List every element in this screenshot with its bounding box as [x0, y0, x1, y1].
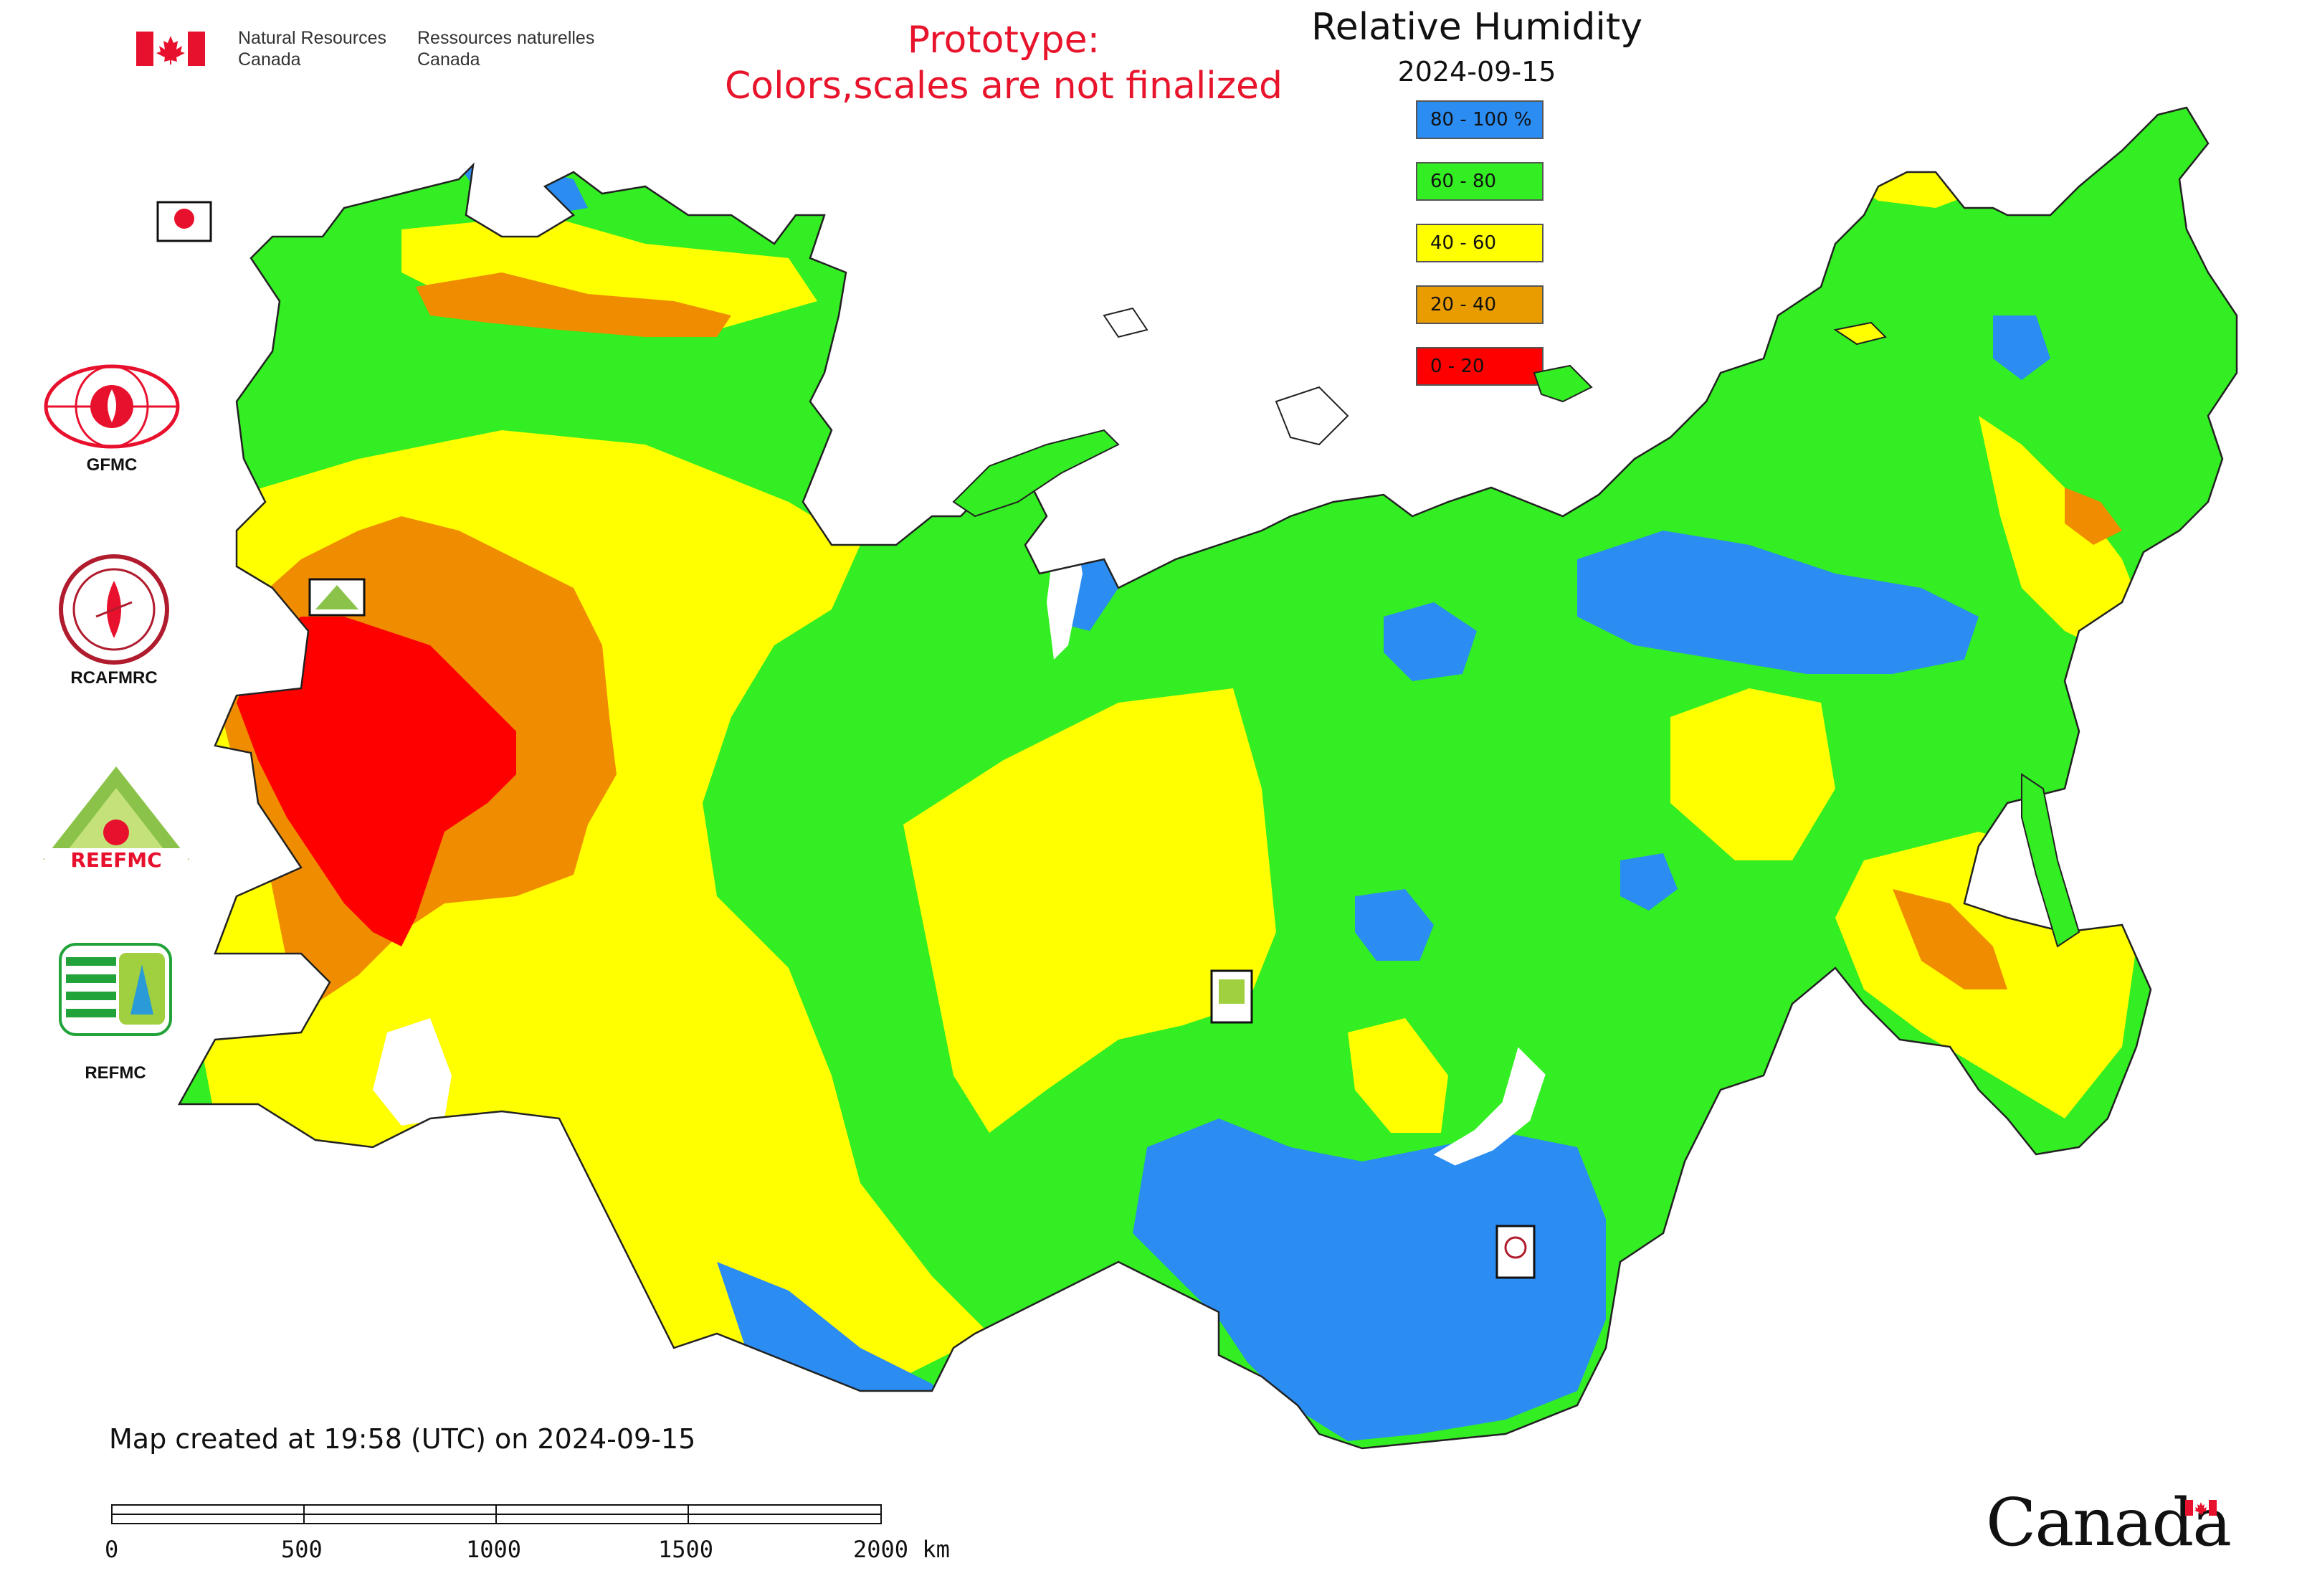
- map-title: Relative Humidity: [1311, 6, 1642, 49]
- legend-item-0-20: 0 - 20: [1416, 347, 1544, 386]
- prototype-note-line2: Colors,scales are not finalized: [724, 65, 1283, 108]
- island-franz-josef: [1103, 307, 1148, 338]
- legend-label: 0 - 20: [1430, 356, 1485, 377]
- map-date: 2024-09-15: [1397, 56, 1556, 87]
- map-created-note: Map created at 19:58 (UTC) on 2024-09-15: [109, 1423, 696, 1455]
- org-name-en-line1: Natural Resources: [238, 28, 387, 48]
- field-dry-far-east: [1893, 889, 2007, 989]
- field-moderate-baikal-basin: [1348, 1018, 1448, 1133]
- scale-label-1500: 1500: [658, 1536, 714, 1563]
- field-dry-kamchatka: [2065, 488, 2122, 545]
- station-marker-rcafmrc: [1495, 1225, 1536, 1279]
- arctic-islands: [952, 307, 2080, 948]
- field-moderate-kamchatka: [1979, 416, 2151, 660]
- prototype-note: Prototype: Colors,scales are not finaliz…: [645, 17, 1362, 109]
- field-very-dry-west: [237, 617, 516, 946]
- legend-item-80-100: 80 - 100 %: [1416, 100, 1544, 139]
- nrcan-header: Natural Resources Canada Ressources natu…: [136, 26, 624, 76]
- prototype-note-line1: Prototype:: [907, 19, 1100, 62]
- legend-label: 40 - 60: [1430, 232, 1497, 254]
- field-very-humid-kola: [459, 165, 588, 215]
- rcafmrc-logo: RCAFMRC: [53, 552, 175, 688]
- field-moderate-southwest: [617, 1075, 832, 1334]
- refmc-logo: REFMC: [59, 943, 172, 1086]
- station-marker-gfmc: [156, 201, 212, 242]
- field-dry-kola-strip: [416, 272, 731, 337]
- canada-wordmark-text: Canada: [1986, 1484, 2232, 1561]
- legend-item-40-60: 40 - 60: [1416, 224, 1544, 262]
- gfmc-logo-icon: [44, 364, 180, 449]
- org-name-fr-line1: Ressources naturelles: [417, 28, 595, 48]
- refmc-label: REFMC: [85, 1063, 146, 1083]
- reefmc-logo-icon: REEFMC: [43, 766, 189, 872]
- scale-label-1000: 1000: [466, 1536, 522, 1563]
- island-new-siberian: [1533, 364, 1593, 403]
- gfmc-label: GFMC: [86, 455, 138, 475]
- legend-label: 20 - 40: [1430, 294, 1497, 315]
- gfmc-logo: GFMC: [42, 362, 182, 477]
- field-very-humid-yakutia: [1355, 889, 1434, 961]
- rcafmrc-logo-icon: [59, 554, 169, 665]
- rcafmrc-label: RCAFMRC: [70, 668, 158, 688]
- field-very-humid-south: [1133, 1118, 1606, 1441]
- lake-baikal: [1433, 1047, 1546, 1166]
- island-novaya-zemlya: [952, 429, 1120, 518]
- org-name-fr-line2: Canada: [417, 49, 480, 70]
- field-very-humid-taimyr: [1384, 602, 1477, 681]
- org-name-fr: Ressources naturelles Canada: [417, 27, 594, 70]
- sea-caspian: [373, 1018, 452, 1126]
- field-very-humid-amur: [1620, 853, 1678, 911]
- island-severnaya-zemlya: [1275, 386, 1349, 446]
- station-marker-reefmc: [308, 578, 366, 617]
- scale-label-0: 0: [105, 1536, 119, 1563]
- legend-label: 60 - 80: [1430, 171, 1497, 192]
- canada-wordmark-flag-icon: [2185, 1500, 2217, 1516]
- gulf-ob: [1047, 531, 1083, 660]
- refmc-logo-icon: [59, 943, 172, 1036]
- canada-flag-icon: [136, 32, 205, 66]
- legend-item-60-80: 60 - 80: [1416, 162, 1544, 201]
- legend-label: 80 - 100 %: [1430, 109, 1532, 130]
- field-moderate-far-east: [1670, 688, 1835, 860]
- field-moderate-central: [903, 688, 1276, 1133]
- island-wrangel: [1833, 321, 1887, 346]
- reefmc-logo: REEFMC: [37, 764, 195, 878]
- legend-item-20-40: 20 - 40: [1416, 285, 1544, 324]
- org-name-en-line2: Canada: [238, 49, 301, 70]
- scale-label-500: 500: [281, 1536, 323, 1563]
- canada-wordmark: Canada: [1986, 1484, 2232, 1561]
- island-sakhalin: [2021, 773, 2080, 948]
- station-marker-refmc: [1210, 969, 1253, 1024]
- field-very-humid-southwest-edge: [717, 1262, 946, 1405]
- scale-bar: [111, 1504, 882, 1524]
- svg-text:REEFMC: REEFMC: [70, 848, 161, 872]
- scale-label-2000: 2000 km: [853, 1536, 950, 1563]
- field-very-humid-chukotka: [1993, 315, 2050, 380]
- field-very-humid-northeast: [1577, 531, 1979, 674]
- field-moderate-north: [1835, 108, 1993, 208]
- org-name-en: Natural Resources Canada: [238, 27, 386, 70]
